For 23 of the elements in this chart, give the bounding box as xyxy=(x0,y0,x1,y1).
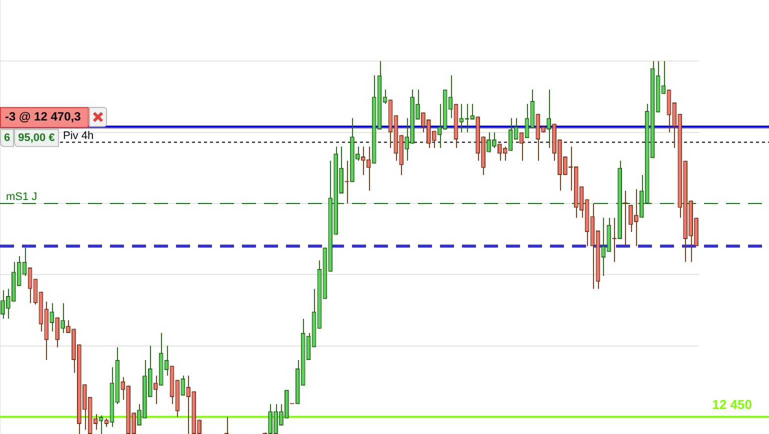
candlestick xyxy=(486,132,491,153)
candlestick xyxy=(492,132,496,148)
candlestick xyxy=(66,320,70,334)
ref-line-label: mS1 J xyxy=(6,191,38,204)
ref-line-label: -3 @ 12 470,3 xyxy=(5,109,82,124)
candlestick xyxy=(356,146,360,162)
annotation: 95,00 € xyxy=(14,129,59,148)
ref-line-label: Piv 4h xyxy=(63,130,94,142)
candlestick xyxy=(153,375,158,405)
candlestick xyxy=(224,416,229,434)
candlestick xyxy=(628,204,633,232)
candlestick xyxy=(279,404,284,426)
candlestick xyxy=(612,217,617,262)
candlestick xyxy=(60,302,65,334)
candlestick xyxy=(0,290,5,320)
annotation: 6 xyxy=(0,129,14,148)
candlestick xyxy=(634,188,638,247)
candlestick xyxy=(50,302,54,332)
candlestick xyxy=(416,89,420,120)
candlestick xyxy=(137,404,142,426)
ref-line-label: 12 450 xyxy=(712,397,752,412)
candlestick xyxy=(546,89,552,148)
candlestick xyxy=(55,316,60,348)
